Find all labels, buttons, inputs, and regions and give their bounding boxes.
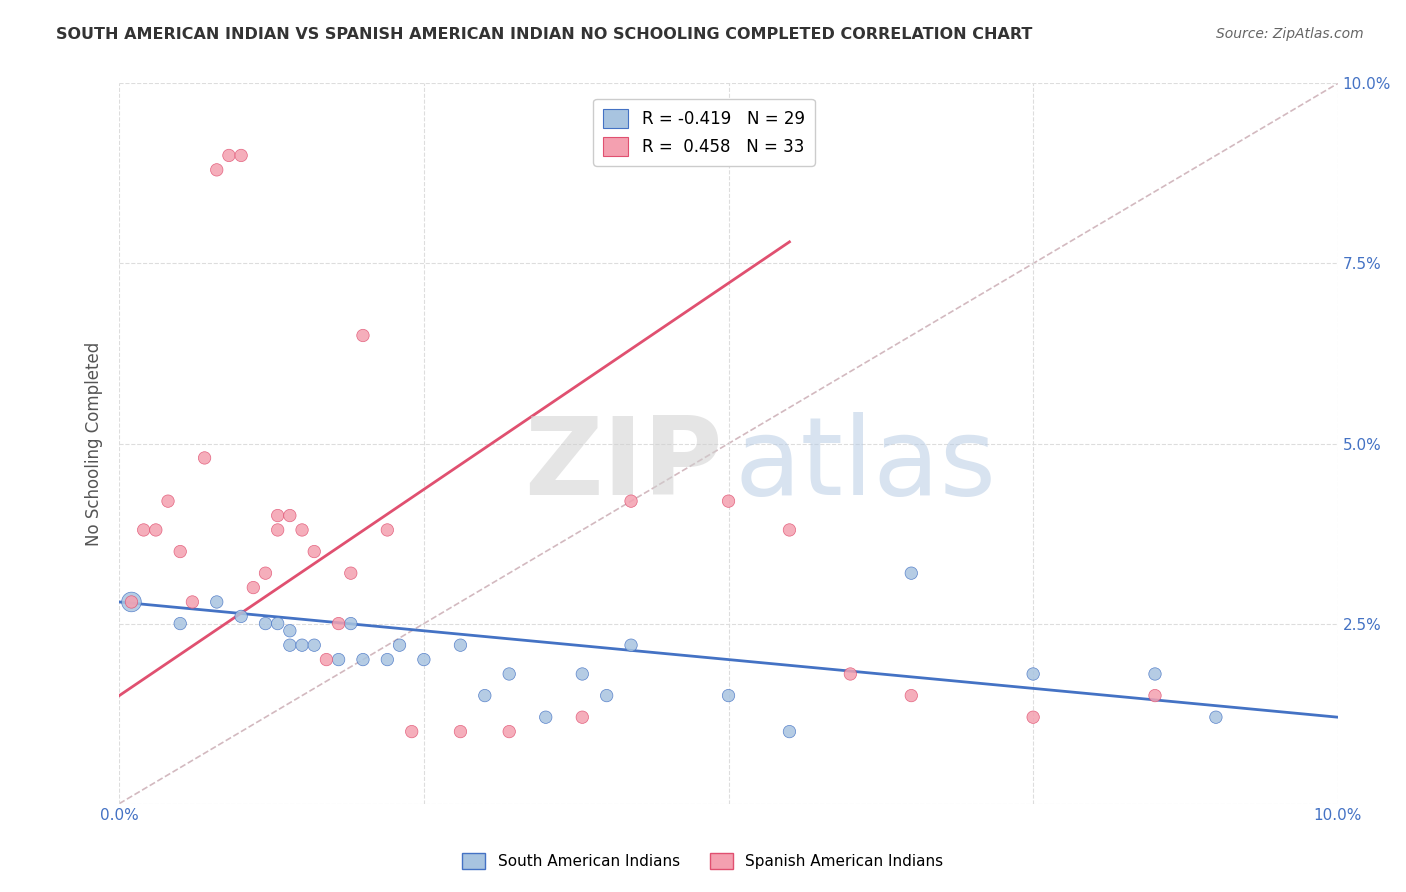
Point bbox=[571, 710, 593, 724]
Point bbox=[229, 609, 252, 624]
Point bbox=[778, 724, 800, 739]
Point bbox=[328, 652, 350, 666]
Text: atlas: atlas bbox=[734, 412, 997, 518]
Point bbox=[242, 581, 264, 595]
Point bbox=[132, 523, 155, 537]
Point bbox=[498, 667, 520, 681]
Point bbox=[1143, 667, 1166, 681]
Point bbox=[205, 595, 228, 609]
Point bbox=[266, 508, 288, 523]
Point bbox=[315, 652, 337, 666]
Point bbox=[474, 689, 496, 703]
Point bbox=[1022, 710, 1045, 724]
Legend: R = -0.419   N = 29, R =  0.458   N = 33: R = -0.419 N = 29, R = 0.458 N = 33 bbox=[593, 99, 815, 166]
Point bbox=[205, 162, 228, 177]
Text: Source: ZipAtlas.com: Source: ZipAtlas.com bbox=[1216, 27, 1364, 41]
Point bbox=[412, 652, 434, 666]
Point bbox=[717, 494, 740, 508]
Legend: South American Indians, Spanish American Indians: South American Indians, Spanish American… bbox=[457, 847, 949, 875]
Point bbox=[120, 595, 142, 609]
Point bbox=[839, 667, 862, 681]
Point bbox=[375, 523, 398, 537]
Point bbox=[254, 616, 277, 631]
Point bbox=[302, 544, 325, 558]
Point bbox=[145, 523, 167, 537]
Y-axis label: No Schooling Completed: No Schooling Completed bbox=[86, 342, 103, 546]
Point bbox=[534, 710, 557, 724]
Point bbox=[218, 148, 240, 162]
Point bbox=[1022, 667, 1045, 681]
Point bbox=[278, 624, 301, 638]
Point bbox=[181, 595, 204, 609]
Point bbox=[620, 638, 643, 652]
Point bbox=[193, 450, 215, 465]
Point bbox=[254, 566, 277, 581]
Text: ZIP: ZIP bbox=[524, 412, 723, 518]
Point bbox=[278, 508, 301, 523]
Point bbox=[291, 523, 314, 537]
Point bbox=[266, 523, 288, 537]
Point bbox=[900, 689, 922, 703]
Point bbox=[401, 724, 423, 739]
Point bbox=[388, 638, 411, 652]
Point bbox=[339, 566, 361, 581]
Text: SOUTH AMERICAN INDIAN VS SPANISH AMERICAN INDIAN NO SCHOOLING COMPLETED CORRELAT: SOUTH AMERICAN INDIAN VS SPANISH AMERICA… bbox=[56, 27, 1032, 42]
Point bbox=[1143, 689, 1166, 703]
Point bbox=[449, 638, 471, 652]
Point bbox=[717, 689, 740, 703]
Point bbox=[120, 595, 142, 609]
Point bbox=[498, 724, 520, 739]
Point bbox=[339, 616, 361, 631]
Point bbox=[266, 616, 288, 631]
Point bbox=[620, 494, 643, 508]
Point bbox=[449, 724, 471, 739]
Point bbox=[229, 148, 252, 162]
Point bbox=[900, 566, 922, 581]
Point bbox=[571, 667, 593, 681]
Point bbox=[169, 544, 191, 558]
Point bbox=[375, 652, 398, 666]
Point bbox=[156, 494, 179, 508]
Point bbox=[352, 652, 374, 666]
Point bbox=[595, 689, 617, 703]
Point bbox=[328, 616, 350, 631]
Point bbox=[1205, 710, 1227, 724]
Point bbox=[278, 638, 301, 652]
Point bbox=[169, 616, 191, 631]
Point bbox=[302, 638, 325, 652]
Point bbox=[778, 523, 800, 537]
Point bbox=[352, 328, 374, 343]
Point bbox=[291, 638, 314, 652]
